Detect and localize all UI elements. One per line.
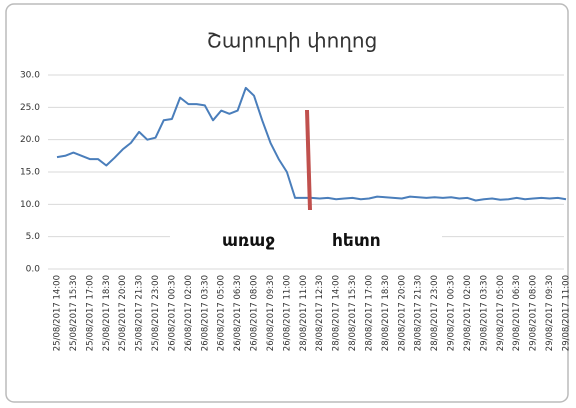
annotation: հետո [332,231,381,251]
x-tick-label: 29/08/2017 11:00 [562,275,572,351]
x-tick-label: 28/08/2017 14:00 [332,275,342,351]
y-tick-label: 0.0 [26,265,41,275]
annotation: առաջ [222,231,275,251]
x-tick-label: 29/08/2017 03:30 [479,275,489,351]
x-tick-label: 28/08/2017 15:30 [348,275,358,351]
y-tick-label: 15.0 [20,168,40,178]
x-tick-label: 25/08/2017 21:30 [135,275,145,351]
x-tick-label: 26/08/2017 03:30 [200,275,210,351]
x-tick-label: 28/08/2017 18:30 [381,275,391,351]
chart-title: Շարուրի փողոց [207,29,378,53]
x-tick-label: 25/08/2017 18:30 [102,275,112,351]
x-tick-label: 28/08/2017 20:00 [397,275,407,351]
x-tick-label: 26/08/2017 11:00 [282,275,292,351]
x-tick-label: 28/08/2017 11:00 [299,275,309,351]
y-tick-label: 25.0 [20,103,40,113]
x-tick-label: 29/08/2017 09:30 [545,275,555,351]
y-tick-label: 5.0 [26,232,41,242]
x-tick-label: 28/08/2017 23:00 [430,275,440,351]
x-tick-label: 26/08/2017 02:00 [184,275,194,351]
annotation-bg [170,228,442,258]
x-tick-label: 29/08/2017 00:30 [447,275,457,351]
x-tick-label: 26/08/2017 06:30 [233,275,243,351]
x-tick-label: 29/08/2017 06:30 [512,275,522,351]
x-tick-label: 26/08/2017 08:00 [250,275,260,351]
x-tick-label: 26/08/2017 05:00 [217,275,227,351]
x-tick-label: 25/08/2017 17:00 [85,275,95,351]
x-tick-label: 29/08/2017 05:00 [496,275,506,351]
y-tick-label: 20.0 [20,135,40,145]
x-tick-label: 26/08/2017 09:30 [266,275,276,351]
x-tick-label: 28/08/2017 17:00 [364,275,374,351]
x-tick-label: 25/08/2017 20:00 [118,275,128,351]
divider-line [305,109,312,211]
chart-frame [5,3,569,403]
x-tick-label: 29/08/2017 08:00 [529,275,539,351]
x-tick-label: 25/08/2017 23:00 [151,275,161,351]
x-tick-label: 25/08/2017 15:30 [69,275,79,351]
y-tick-label: 30.0 [20,71,40,81]
x-tick-label: 28/08/2017 21:30 [414,275,424,351]
x-tick-label: 25/08/2017 14:00 [53,275,63,351]
y-tick-label: 10.0 [20,200,40,210]
x-tick-label: 28/08/2017 12:30 [315,275,325,351]
x-tick-label: 26/08/2017 00:30 [167,275,177,351]
x-tick-label: 29/08/2017 02:00 [463,275,473,351]
